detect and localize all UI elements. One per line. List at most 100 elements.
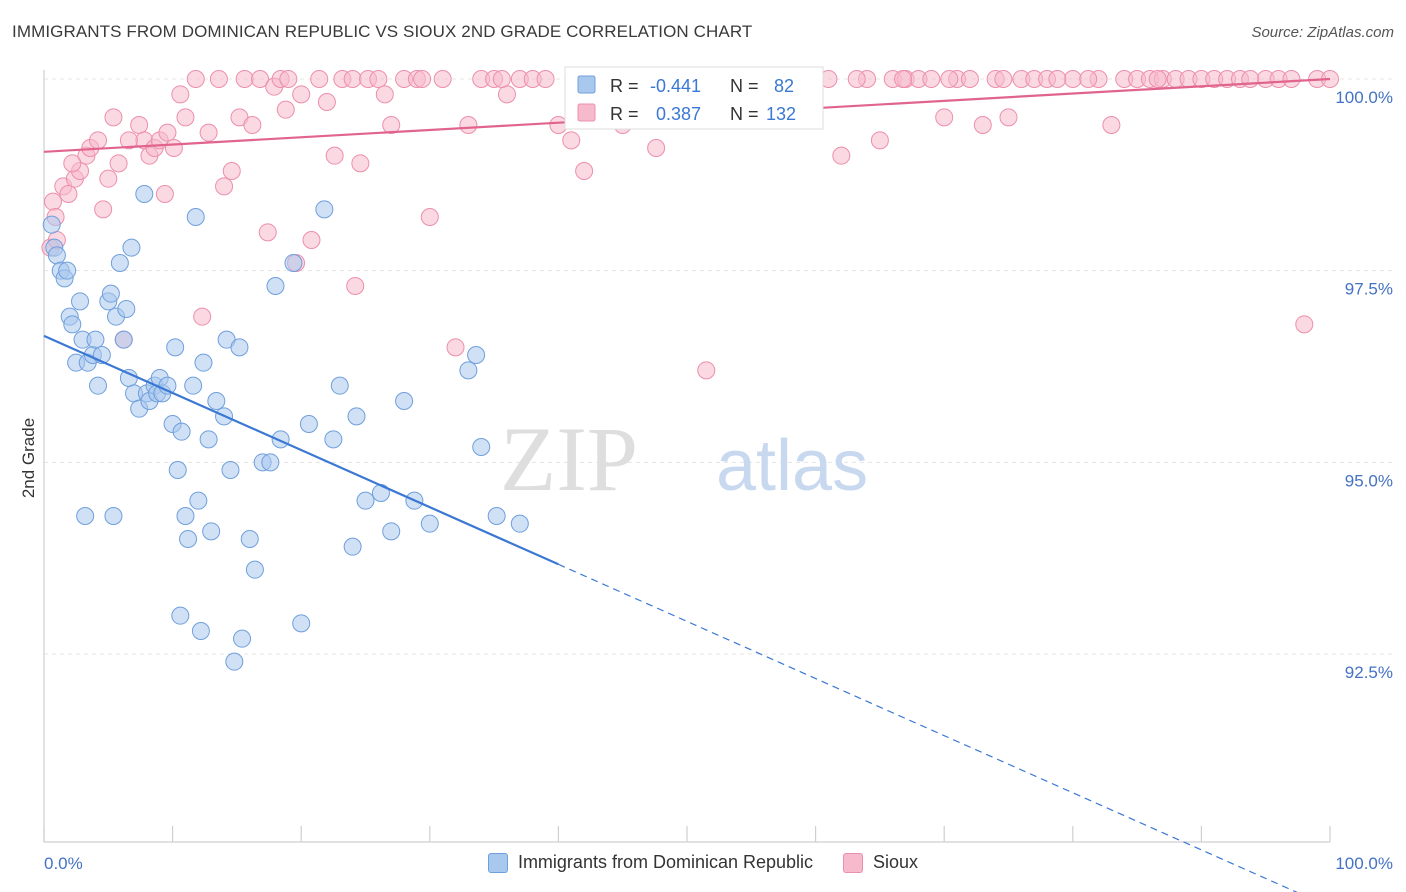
- sioux-point: [1079, 70, 1098, 88]
- sioux-point: [847, 70, 866, 88]
- legend-label-dominican: Immigrants from Dominican Republic: [517, 852, 814, 872]
- sioux-point: [258, 223, 277, 242]
- dominican-point: [221, 461, 240, 479]
- y-axis-label: 2nd Grade: [19, 418, 38, 498]
- legend-label-sioux: Sioux: [873, 852, 919, 872]
- sioux-point: [446, 338, 465, 357]
- sioux-point: [63, 154, 82, 173]
- dominican-point: [233, 629, 252, 648]
- dominican-point: [343, 537, 362, 556]
- y-tick-label: 97.5%: [1345, 280, 1393, 299]
- dominican-points: [42, 185, 529, 671]
- sioux-point: [310, 70, 329, 88]
- dominican-point: [420, 514, 439, 533]
- dominican-point: [122, 238, 141, 257]
- sioux-point: [375, 85, 394, 104]
- sioux-point: [973, 116, 992, 134]
- sioux-point: [94, 200, 113, 219]
- y-axis-tick-labels: 100.0% 97.5% 95.0% 92.5%: [1335, 88, 1393, 682]
- sioux-point: [459, 116, 478, 134]
- sioux-point: [164, 139, 183, 157]
- sioux-point: [382, 116, 401, 134]
- stats-legend-frame: [564, 66, 824, 130]
- sioux-point: [1048, 70, 1067, 88]
- sioux-point: [935, 108, 954, 127]
- legend-r-value-2: 0.387: [656, 104, 701, 124]
- legend-n-label-2: N =: [730, 104, 759, 124]
- sioux-point: [119, 131, 138, 150]
- sioux-point: [562, 131, 581, 150]
- x-axis-ticks: [43, 826, 1331, 842]
- dominican-point: [101, 284, 120, 303]
- sioux-point: [420, 208, 439, 226]
- dominican-point: [63, 315, 82, 334]
- sioux-point: [176, 108, 195, 127]
- sioux-point: [1102, 116, 1121, 134]
- sioux-point: [279, 70, 298, 88]
- sioux-point: [171, 85, 190, 104]
- dominican-point: [266, 277, 285, 295]
- dominican-point: [76, 507, 95, 525]
- dominican-point: [230, 338, 249, 357]
- dominican-point: [179, 530, 198, 548]
- sioux-point: [922, 70, 941, 88]
- dominican-point: [168, 461, 187, 479]
- dominican-point: [172, 422, 191, 441]
- sioux-point: [999, 108, 1018, 127]
- sioux-point: [1063, 70, 1082, 88]
- sioux-point: [960, 70, 979, 88]
- dominican-point: [382, 522, 401, 541]
- dominican-point: [104, 507, 123, 525]
- sioux-point: [497, 85, 516, 104]
- dominican-point: [459, 361, 478, 380]
- sioux-point: [158, 123, 177, 142]
- legend-r-value-1: -0.441: [650, 76, 701, 96]
- dominican-point: [184, 376, 203, 395]
- stats-legend: R = -0.441 N = 82 R = 0.387 N = 132: [564, 66, 824, 130]
- dominican-point: [89, 376, 108, 395]
- dominican-point: [472, 438, 491, 456]
- watermark: ZIP atlas: [500, 408, 868, 510]
- dominican-point: [47, 246, 66, 265]
- y-tick-label: 95.0%: [1345, 471, 1393, 490]
- sioux-point: [697, 361, 716, 380]
- legend-item-sioux: Sioux: [843, 852, 918, 873]
- axes: [43, 70, 1330, 843]
- dominican-point: [395, 392, 414, 410]
- sioux-point: [343, 70, 362, 88]
- x-tick-label-max: 100.0%: [1335, 854, 1393, 873]
- sioux-point: [1282, 70, 1301, 88]
- dominican-trend-solid: [43, 334, 559, 566]
- dominican-point: [240, 530, 259, 548]
- sioux-point: [317, 93, 336, 111]
- dominican-point: [225, 652, 244, 671]
- dominican-point: [347, 407, 366, 426]
- dominican-point: [292, 614, 311, 633]
- dominican-trend-dashed: [558, 563, 1298, 892]
- sioux-point: [325, 146, 344, 165]
- dominican-point: [261, 453, 280, 472]
- dominican-point: [117, 300, 136, 318]
- sioux-point: [647, 139, 666, 157]
- dominican-point: [71, 292, 90, 311]
- legend-n-value-1: 82: [774, 76, 794, 96]
- sioux-point: [894, 70, 913, 88]
- sioux-point: [369, 70, 388, 88]
- sioux-point: [199, 123, 218, 142]
- sioux-point: [235, 70, 254, 88]
- dominican-point: [135, 185, 154, 203]
- legend-n-value-2: 132: [766, 104, 796, 124]
- dominican-point: [191, 622, 210, 640]
- dominican-point: [207, 392, 226, 410]
- dominican-point: [171, 606, 190, 625]
- series-legend: Immigrants from Dominican Republic Sioux: [0, 852, 1406, 873]
- sioux-point: [155, 185, 174, 203]
- trend-lines: [43, 77, 1331, 892]
- dominican-point: [284, 254, 303, 272]
- sioux-point: [99, 169, 118, 188]
- dominican-point: [299, 415, 318, 433]
- legend-r-label-2: R =: [610, 104, 639, 124]
- sioux-point: [251, 70, 270, 88]
- sioux-point: [1295, 315, 1314, 334]
